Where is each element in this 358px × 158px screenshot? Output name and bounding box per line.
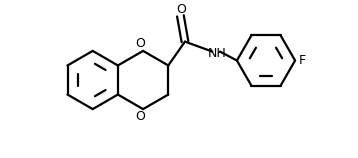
Text: O: O <box>135 37 145 50</box>
Text: F: F <box>298 54 305 67</box>
Text: O: O <box>176 3 186 15</box>
Text: NH: NH <box>208 47 227 60</box>
Text: O: O <box>135 110 145 123</box>
